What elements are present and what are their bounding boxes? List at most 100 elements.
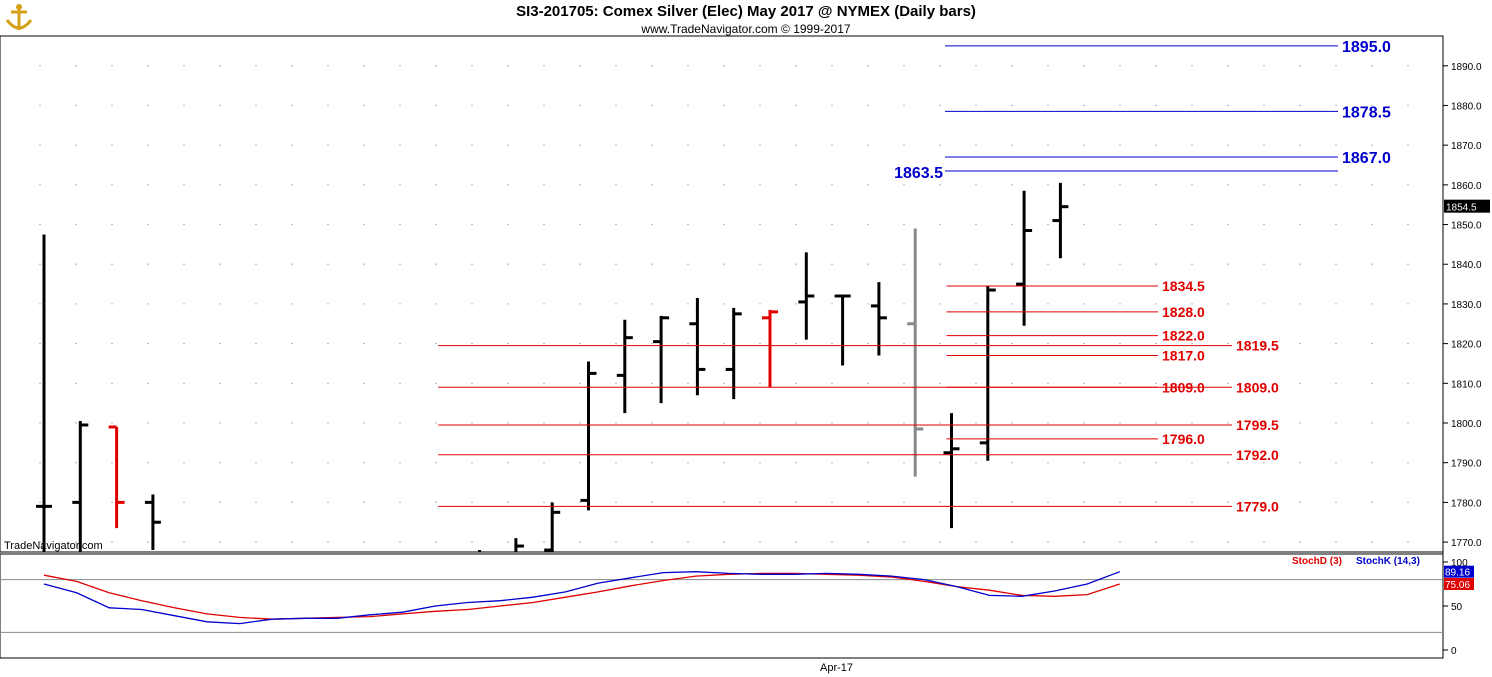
grid-dot (543, 65, 545, 67)
grid-dot (1155, 461, 1157, 464)
grid-dot (1155, 65, 1157, 67)
grid-dot (867, 144, 869, 146)
grid-dot (795, 541, 797, 543)
grid-dot (39, 422, 41, 424)
grid-dot (219, 65, 221, 67)
grid-dot (1119, 342, 1121, 345)
level-label-red: 1834.5 (1162, 278, 1205, 294)
grid-dot (867, 541, 869, 543)
grid-dot (39, 223, 41, 226)
grid-dot (471, 144, 473, 146)
grid-dot (1047, 303, 1049, 305)
grid-dot (543, 382, 545, 385)
grid-dot (1407, 303, 1409, 305)
grid-dot (795, 382, 797, 385)
grid-dot (435, 422, 437, 424)
grid-dot (1299, 144, 1301, 146)
grid-dot (111, 461, 113, 464)
grid-dot (1263, 223, 1265, 226)
grid-dot (111, 144, 113, 146)
grid-dot (1155, 382, 1157, 385)
grid-dot (651, 144, 653, 146)
grid-dot (1047, 461, 1049, 464)
grid-dot (147, 541, 149, 543)
grid-dot (867, 342, 869, 345)
grid-dot (507, 342, 509, 345)
grid-dot (1011, 223, 1013, 226)
grid-dot (435, 223, 437, 226)
grid-dot (1227, 541, 1229, 543)
grid-dot (903, 223, 905, 226)
grid-dot (1335, 382, 1337, 385)
grid-dot (471, 382, 473, 385)
grid-dot (399, 342, 401, 345)
grid-dot (1191, 303, 1193, 305)
y-tick-label: 1860.0 (1451, 181, 1482, 192)
y-tick-label: 1840.0 (1451, 260, 1482, 271)
grid-dot (507, 144, 509, 146)
grid-dot (831, 342, 833, 345)
level-label-red: 1828.0 (1162, 304, 1205, 320)
grid-dot (183, 184, 185, 186)
grid-dot (399, 303, 401, 305)
grid-dot (1407, 223, 1409, 226)
grid-dot (75, 263, 77, 265)
grid-dot (435, 342, 437, 345)
grid-dot (1335, 541, 1337, 543)
grid-dot (39, 184, 41, 186)
grid-dot (219, 104, 221, 107)
grid-dot (327, 65, 329, 67)
grid-dot (1299, 263, 1301, 265)
grid-dot (147, 104, 149, 107)
grid-dot (1191, 184, 1193, 186)
grid-dot (723, 303, 725, 305)
grid-dot (1263, 263, 1265, 265)
stochastic-panel-frame (0, 553, 1444, 659)
grid-dot (363, 223, 365, 226)
grid-dot (1011, 303, 1013, 305)
grid-dot (183, 541, 185, 543)
grid-dot (975, 541, 977, 543)
grid-dot (579, 303, 581, 305)
grid-dot (507, 501, 509, 504)
grid-dot (723, 541, 725, 543)
grid-dot (795, 184, 797, 186)
grid-dot (1299, 382, 1301, 385)
grid-dot (363, 501, 365, 504)
grid-dot (939, 223, 941, 226)
grid-dot (687, 263, 689, 265)
grid-dot (255, 104, 257, 107)
grid-dot (399, 223, 401, 226)
grid-dot (651, 382, 653, 385)
level-label-red: 1822.0 (1162, 328, 1205, 344)
grid-dot (1227, 422, 1229, 424)
x-axis-label: Apr-17 (820, 662, 853, 674)
grid-dot (831, 461, 833, 464)
grid-dot (1371, 104, 1373, 107)
grid-dot (399, 184, 401, 186)
grid-dot (1263, 461, 1265, 464)
grid-dot (363, 263, 365, 265)
stoch-y-tick-label: 100 (1451, 558, 1468, 569)
grid-dot (939, 382, 941, 385)
grid-dot (39, 541, 41, 543)
grid-dot (435, 184, 437, 186)
grid-dot (1335, 144, 1337, 146)
grid-dot (723, 104, 725, 107)
grid-dot (939, 501, 941, 504)
grid-dot (687, 303, 689, 305)
level-label-red: 1796.0 (1162, 431, 1205, 447)
grid-dot (363, 461, 365, 464)
grid-dot (903, 422, 905, 424)
grid-dot (975, 104, 977, 107)
grid-dot (1119, 65, 1121, 67)
grid-dot (759, 303, 761, 305)
grid-dot (831, 223, 833, 226)
grid-dot (759, 541, 761, 543)
grid-dot (939, 422, 941, 424)
grid-dot (1227, 461, 1229, 464)
grid-dot (327, 422, 329, 424)
grid-dot (1047, 501, 1049, 504)
grid-dot (615, 422, 617, 424)
